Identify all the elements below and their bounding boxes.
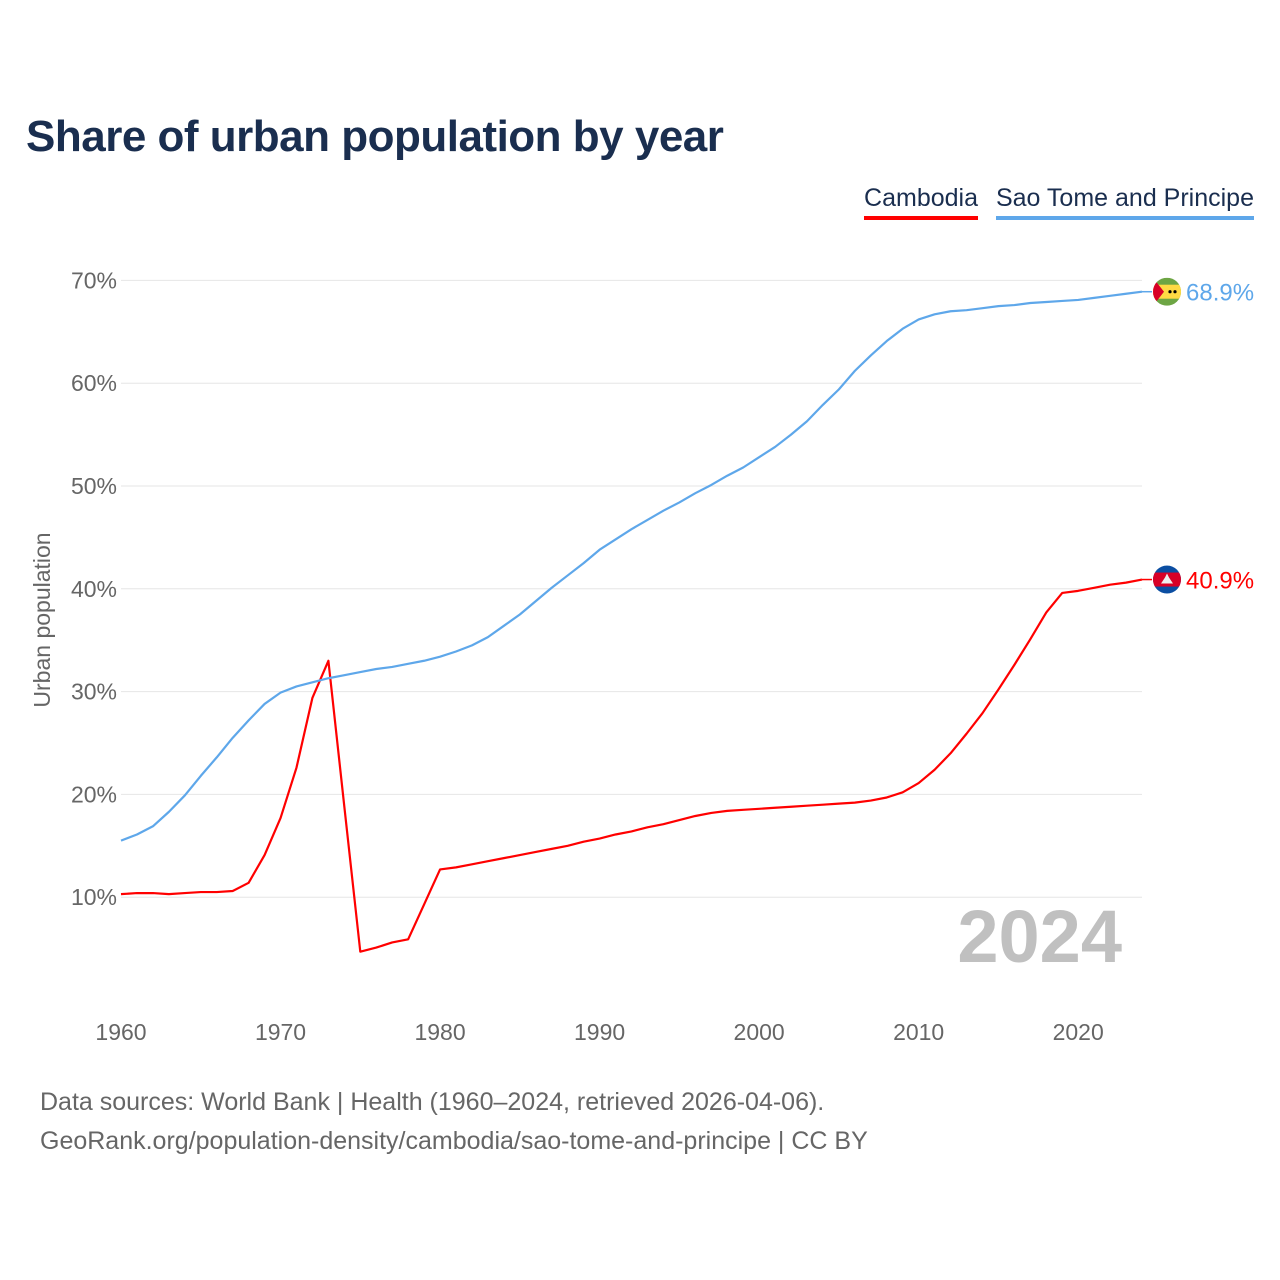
source-note: Data sources: World Bank | Health (1960–… <box>40 1088 825 1116</box>
sao-tome-flag-icon <box>1153 277 1181 306</box>
legend-sao-tome[interactable]: Sao Tome and Principe <box>995 184 1254 220</box>
x-tick-label: 2010 <box>893 1019 944 1045</box>
x-tick-label: 2000 <box>734 1019 785 1045</box>
y-axis-label: Urban population <box>29 532 55 707</box>
y-tick-label: 20% <box>71 781 117 807</box>
legend-cambodia[interactable]: Cambodia <box>864 184 978 220</box>
source-url[interactable]: GeoRank.org/population-density/cambodia/… <box>40 1127 868 1155</box>
x-tick-label: 1970 <box>255 1019 306 1045</box>
x-tick-label: 2020 <box>1053 1019 1104 1045</box>
series-line-cambodia <box>120 578 1143 953</box>
y-tick-label: 50% <box>71 473 117 499</box>
y-tick-label: 60% <box>71 370 117 396</box>
cambodia-flag-icon <box>1153 565 1181 594</box>
x-tick-label: 1960 <box>95 1019 146 1045</box>
x-tick-label: 1990 <box>574 1019 625 1045</box>
series-line-sao-tome <box>120 290 1143 842</box>
y-tick-label: 40% <box>71 576 117 602</box>
x-tick-label: 1980 <box>414 1019 465 1045</box>
y-tick-label: 70% <box>71 267 117 293</box>
y-tick-label: 30% <box>71 679 117 705</box>
y-tick-label: 10% <box>71 884 117 910</box>
end-value-label: 40.9% <box>1186 568 1254 595</box>
year-watermark: 2024 <box>957 895 1122 978</box>
chart-title: Share of urban population by year <box>26 112 724 161</box>
end-value-label: 68.9% <box>1186 280 1254 307</box>
